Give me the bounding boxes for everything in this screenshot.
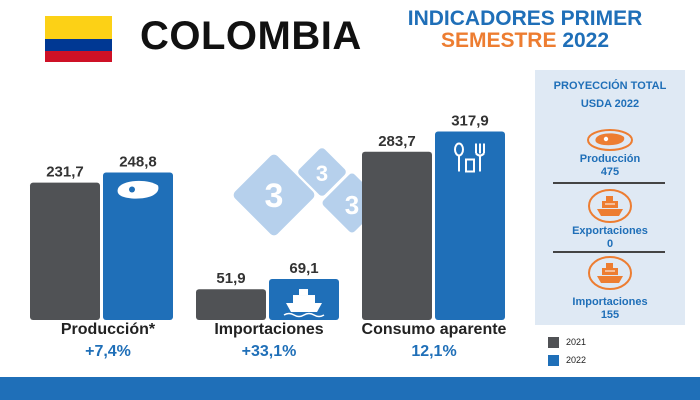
ship-icon [588, 256, 632, 290]
legend-label-2021: 2021 [566, 337, 587, 347]
watermark-digit: 3 [316, 161, 328, 186]
bar-2021-1 [196, 289, 266, 320]
panel-title: PROYECCIÓN TOTAL USDA 2022 [535, 77, 685, 113]
panel-item-label: Importaciones [572, 296, 648, 308]
data-label-2021-0: 231,7 [46, 164, 84, 181]
bar-2022-2 [435, 131, 505, 320]
change-importaciones: +33,1% [241, 343, 297, 360]
steak-icon [587, 129, 633, 151]
legend-swatch-2022 [548, 355, 559, 366]
bar-chart: 3 3 3 231,7 51,9 283,7 248,8 69,1 317,9 [30, 112, 505, 320]
country-title: COLOMBIA [140, 14, 362, 58]
data-label-2022-2: 317,9 [451, 112, 489, 129]
change-consumo: 12,1% [411, 343, 457, 360]
data-label-2021-1: 51,9 [216, 270, 245, 287]
panel-title-line2: USDA 2022 [580, 98, 640, 110]
utensils-icon [454, 142, 485, 173]
panel-item-exportaciones: Exportaciones 0 [535, 225, 685, 251]
watermark-digit: 3 [265, 177, 284, 215]
panel-item-value: 475 [600, 166, 620, 178]
bar-2021-2 [362, 151, 432, 320]
legend-label-2022: 2022 [566, 355, 587, 365]
footer-bar [0, 377, 700, 400]
change-produccion: +7,4% [85, 343, 131, 360]
ship-icon [283, 289, 325, 318]
panel-item-importaciones: Importaciones 155 [535, 296, 685, 322]
watermark-logo: 3 3 3 [233, 148, 382, 236]
bar-2022-0 [103, 172, 173, 320]
steak-icon [117, 180, 159, 199]
panel-icons [587, 129, 633, 290]
data-label-2022-0: 248,8 [119, 153, 157, 170]
header-year: 2022 [562, 29, 610, 52]
panel-item-label: Producción [579, 153, 641, 165]
data-label-2021-2: 283,7 [378, 133, 416, 150]
category-label-consumo: Consumo aparente [361, 321, 507, 338]
colombia-flag [45, 16, 112, 62]
bar-2021-0 [30, 182, 100, 320]
legend-swatch-2021 [548, 337, 559, 348]
category-label-importaciones: Importaciones [214, 321, 324, 338]
watermark-digit: 3 [345, 190, 359, 220]
panel-item-label: Exportaciones [572, 225, 648, 237]
panel-divider [553, 251, 665, 253]
header-semestre: SEMESTRE [440, 29, 557, 52]
panel-item-value: 0 [606, 238, 614, 250]
category-label-produccion: Producción* [60, 321, 156, 338]
header-title-line1: INDICADORES PRIMER [407, 7, 643, 30]
panel-item-value: 155 [600, 309, 620, 321]
ship-icon [588, 189, 632, 223]
panel-divider [553, 182, 665, 184]
panel-title-line1: PROYECCIÓN TOTAL [553, 80, 667, 92]
panel-item-produccion: Producción 475 [535, 153, 685, 179]
data-label-2022-1: 69,1 [289, 260, 318, 277]
header-title-line2: SEMESTRE 2022 [380, 30, 670, 52]
